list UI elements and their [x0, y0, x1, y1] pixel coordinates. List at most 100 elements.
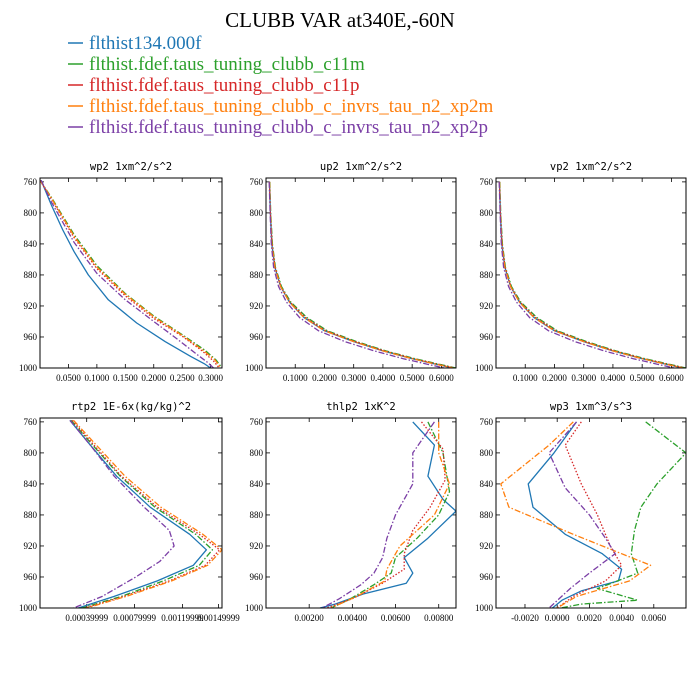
x-tick-label: 0.0000	[545, 613, 570, 623]
y-tick-label: 960	[480, 572, 494, 582]
x-tick-label: -0.0020	[511, 613, 539, 623]
legend-label: flthist.fdef.taus_tuning_clubb_c11p	[89, 75, 360, 96]
x-tick-label: 0.00039999	[65, 613, 108, 623]
plot-frame	[39, 417, 223, 609]
series-line-4	[548, 421, 616, 608]
plot-frame	[495, 417, 687, 609]
legend-item-3: flthist.fdef.taus_tuning_clubb_c_invrs_t…	[68, 96, 493, 117]
x-tick-label: 0.2000	[141, 373, 166, 383]
legend-label: flthist134.000f	[89, 33, 202, 54]
y-tick-label: 920	[480, 301, 494, 311]
series-line-4	[321, 421, 435, 608]
x-tick-label: 0.1000	[283, 373, 308, 383]
y-tick-label: 960	[250, 332, 264, 342]
y-tick-label: 1000	[19, 603, 38, 613]
y-tick-label: 880	[250, 510, 264, 520]
legend-label: flthist.fdef.taus_tuning_clubb_c11m	[89, 54, 365, 75]
x-tick-label: 0.2000	[312, 373, 337, 383]
x-tick-label: 0.1000	[85, 373, 110, 383]
y-tick-label: 760	[250, 417, 264, 427]
y-tick-label: 840	[480, 479, 494, 489]
y-tick-label: 1000	[475, 363, 494, 373]
x-tick-label: 0.4000	[371, 373, 396, 383]
legend-item-1: flthist.fdef.taus_tuning_clubb_c11m	[68, 54, 365, 75]
y-tick-label: 920	[250, 541, 264, 551]
y-tick-label: 1000	[245, 363, 264, 373]
y-tick-label: 920	[480, 541, 494, 551]
series-line-3	[268, 181, 454, 368]
y-tick-label: 840	[480, 239, 494, 249]
y-tick-label: 800	[480, 448, 494, 458]
legend-item-4: flthist.fdef.taus_tuning_clubb_c_invrs_t…	[68, 117, 488, 138]
series-line-3	[40, 179, 222, 368]
y-tick-label: 800	[250, 208, 264, 218]
y-tick-label: 1000	[245, 603, 264, 613]
y-tick-label: 880	[480, 510, 494, 520]
series-line-3	[500, 421, 652, 608]
series-line-4	[69, 419, 175, 608]
series-line-0	[268, 181, 454, 368]
x-tick-label: 0.3000	[571, 373, 596, 383]
x-tick-label: 0.5000	[400, 373, 425, 383]
series-line-0	[498, 181, 684, 368]
plot-frame	[39, 177, 223, 369]
y-tick-label: 920	[24, 301, 38, 311]
panel-0: wp2 1xm^2/s^2 760 800 840 880 920 960 1000 0.050…	[19, 161, 224, 383]
panels: wp2 1xm^2/s^2 760 800 840 880 920 960 1000 0.050…	[19, 161, 687, 623]
x-tick-label: 0.00149999	[197, 613, 240, 623]
plot-frame	[265, 177, 457, 369]
series-line-2	[268, 181, 455, 368]
x-tick-label: 0.00200	[295, 613, 325, 623]
y-tick-label: 960	[24, 572, 38, 582]
x-tick-label: 0.00119999	[161, 613, 204, 623]
series-line-1	[70, 419, 214, 608]
panel-title: up2 1xm^2/s^2	[320, 161, 402, 173]
panel-title: wp3 1xm^3/s^3	[550, 401, 632, 413]
legend-label: flthist.fdef.taus_tuning_clubb_c_invrs_t…	[89, 117, 488, 138]
y-tick-label: 920	[250, 301, 264, 311]
series-line-1	[40, 179, 222, 368]
series-line-2	[498, 181, 685, 368]
series-line-4	[40, 180, 214, 368]
panel-title: thlp2 1xK^2	[326, 401, 396, 413]
series-line-1	[560, 421, 686, 608]
y-tick-label: 1000	[475, 603, 494, 613]
plot-frame	[495, 177, 687, 369]
y-tick-label: 760	[24, 177, 38, 187]
series-line-4	[498, 181, 675, 368]
panel-title: wp2 1xm^2/s^2	[90, 161, 172, 173]
y-tick-label: 920	[24, 541, 38, 551]
y-tick-label: 880	[24, 270, 38, 280]
legend-label: flthist.fdef.taus_tuning_clubb_c_invrs_t…	[89, 96, 493, 117]
x-tick-label: 0.0020	[577, 613, 602, 623]
y-tick-label: 960	[250, 572, 264, 582]
x-tick-label: 0.0040	[609, 613, 634, 623]
series-line-3	[330, 421, 451, 608]
series-line-2	[40, 179, 220, 368]
series-line-0	[69, 419, 208, 608]
x-tick-label: 0.4000	[601, 373, 626, 383]
y-tick-label: 800	[24, 448, 38, 458]
x-tick-label: 0.00800	[424, 613, 454, 623]
panel-title: vp2 1xm^2/s^2	[550, 161, 632, 173]
x-tick-label: 0.3000	[198, 373, 223, 383]
x-tick-label: 0.2000	[542, 373, 567, 383]
y-tick-label: 1000	[19, 363, 38, 373]
x-tick-label: 0.1500	[113, 373, 138, 383]
y-tick-label: 840	[24, 479, 38, 489]
x-tick-label: 0.00079999	[113, 613, 156, 623]
plot-frame	[265, 417, 457, 609]
y-tick-label: 840	[24, 239, 38, 249]
x-tick-label: 0.5000	[630, 373, 655, 383]
panel-title: rtp2 1E-6x(kg/kg)^2	[71, 401, 191, 413]
x-tick-label: 0.6000	[429, 373, 454, 383]
series-line-0	[527, 421, 623, 608]
series-line-4	[268, 181, 445, 368]
y-tick-label: 800	[480, 208, 494, 218]
series-line-2	[71, 419, 221, 608]
series-line-1	[330, 421, 451, 608]
y-tick-label: 760	[250, 177, 264, 187]
y-tick-label: 800	[24, 208, 38, 218]
legend: flthist134.000f flthist.fdef.taus_tuning…	[68, 33, 493, 138]
